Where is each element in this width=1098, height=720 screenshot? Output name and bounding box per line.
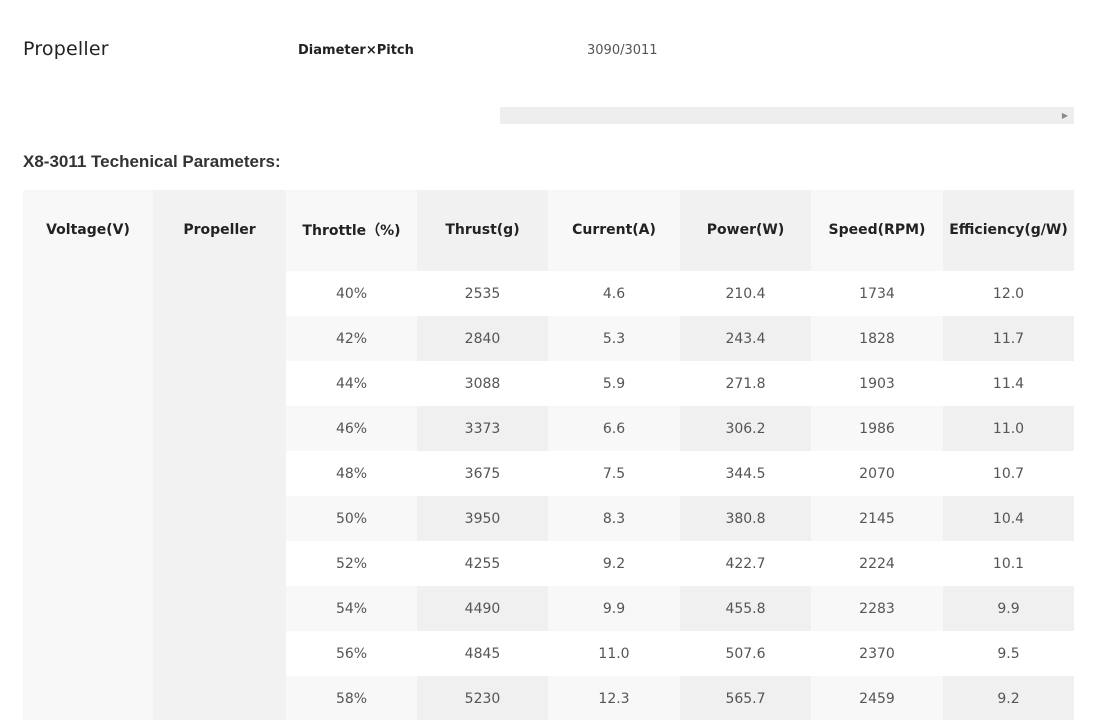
throttle-cell: 44% <box>286 361 417 406</box>
efficiency-cell: 10.4 <box>943 496 1074 541</box>
thrust-cell: 3675 <box>417 451 548 496</box>
thrust-cell: 4255 <box>417 541 548 586</box>
current-cell: 5.9 <box>548 361 680 406</box>
power-cell: 565.7 <box>680 676 811 720</box>
current-cell: 9.9 <box>548 586 680 631</box>
power-cell: 455.8 <box>680 586 811 631</box>
efficiency-cell: 9.9 <box>943 586 1074 631</box>
power-cell: 210.4 <box>680 271 811 316</box>
table-row: 46% 3373 6.6 306.2 1986 11.0 <box>23 406 1074 451</box>
header-power: Power(W) <box>680 190 811 271</box>
throttle-cell: 58% <box>286 676 417 720</box>
power-cell: 271.8 <box>680 361 811 406</box>
current-cell: 8.3 <box>548 496 680 541</box>
throttle-cell: 54% <box>286 586 417 631</box>
power-cell: 306.2 <box>680 406 811 451</box>
throttle-cell: 40% <box>286 271 417 316</box>
efficiency-cell: 9.2 <box>943 676 1074 720</box>
current-cell: 7.5 <box>548 451 680 496</box>
header-voltage: Voltage(V) <box>23 190 153 271</box>
header-throttle: Throttle（%) <box>286 190 417 271</box>
speed-cell: 1903 <box>811 361 943 406</box>
thrust-cell: 5230 <box>417 676 548 720</box>
throttle-cell: 48% <box>286 451 417 496</box>
propeller-spec-row: Propeller Diameter×Pitch 3090/3011 <box>0 30 1098 72</box>
power-cell: 344.5 <box>680 451 811 496</box>
current-cell: 4.6 <box>548 271 680 316</box>
current-cell: 6.6 <box>548 406 680 451</box>
table-row: 58% 5230 12.3 565.7 2459 9.2 <box>23 676 1074 720</box>
table-row: 44% 3088 5.9 271.8 1903 11.4 <box>23 361 1074 406</box>
speed-cell: 2070 <box>811 451 943 496</box>
power-cell: 243.4 <box>680 316 811 361</box>
voltage-cell <box>23 271 153 720</box>
table-row: 56% 4845 11.0 507.6 2370 9.5 <box>23 631 1074 676</box>
current-cell: 5.3 <box>548 316 680 361</box>
power-cell: 422.7 <box>680 541 811 586</box>
current-cell: 11.0 <box>548 631 680 676</box>
thrust-cell: 3088 <box>417 361 548 406</box>
speed-cell: 1828 <box>811 316 943 361</box>
scroll-right-icon[interactable]: ▶ <box>1061 111 1069 120</box>
throttle-cell: 46% <box>286 406 417 451</box>
efficiency-cell: 10.1 <box>943 541 1074 586</box>
propeller-title: Propeller <box>23 38 109 60</box>
thrust-cell: 2840 <box>417 316 548 361</box>
header-current: Current(A) <box>548 190 680 271</box>
efficiency-cell: 9.5 <box>943 631 1074 676</box>
thrust-cell: 2535 <box>417 271 548 316</box>
horizontal-scrollbar[interactable]: ▶ <box>500 107 1074 124</box>
table-row: 42% 2840 5.3 243.4 1828 11.7 <box>23 316 1074 361</box>
table-header-row: Voltage(V) Propeller Throttle（%) Thrust(… <box>23 190 1074 271</box>
diameter-pitch-value: 3090/3011 <box>587 43 658 58</box>
thrust-cell: 3373 <box>417 406 548 451</box>
speed-cell: 2224 <box>811 541 943 586</box>
speed-cell: 2459 <box>811 676 943 720</box>
throttle-cell: 42% <box>286 316 417 361</box>
thrust-cell: 4490 <box>417 586 548 631</box>
header-propeller: Propeller <box>153 190 286 271</box>
speed-cell: 2145 <box>811 496 943 541</box>
section-title: X8-3011 Techenical Parameters: <box>23 152 281 171</box>
efficiency-cell: 11.0 <box>943 406 1074 451</box>
efficiency-cell: 10.7 <box>943 451 1074 496</box>
diameter-pitch-label: Diameter×Pitch <box>298 43 414 58</box>
throttle-cell: 50% <box>286 496 417 541</box>
current-cell: 12.3 <box>548 676 680 720</box>
parameters-table: Voltage(V) Propeller Throttle（%) Thrust(… <box>23 190 1074 720</box>
efficiency-cell: 11.4 <box>943 361 1074 406</box>
table-row: 48% 3675 7.5 344.5 2070 10.7 <box>23 451 1074 496</box>
propeller-cell <box>153 271 286 720</box>
thrust-cell: 4845 <box>417 631 548 676</box>
efficiency-cell: 11.7 <box>943 316 1074 361</box>
header-thrust: Thrust(g) <box>417 190 548 271</box>
table-row: 50% 3950 8.3 380.8 2145 10.4 <box>23 496 1074 541</box>
speed-cell: 2283 <box>811 586 943 631</box>
table-row: 40% 2535 4.6 210.4 1734 12.0 <box>23 271 1074 720</box>
table-row: 52% 4255 9.2 422.7 2224 10.1 <box>23 541 1074 586</box>
thrust-cell: 3950 <box>417 496 548 541</box>
speed-cell: 1734 <box>811 271 943 316</box>
power-cell: 380.8 <box>680 496 811 541</box>
table-row: 54% 4490 9.9 455.8 2283 9.9 <box>23 586 1074 631</box>
current-cell: 9.2 <box>548 541 680 586</box>
throttle-cell: 56% <box>286 631 417 676</box>
speed-cell: 2370 <box>811 631 943 676</box>
throttle-cell: 52% <box>286 541 417 586</box>
power-cell: 507.6 <box>680 631 811 676</box>
efficiency-cell: 12.0 <box>943 271 1074 316</box>
header-efficiency: Efficiency(g/W) <box>943 190 1074 271</box>
speed-cell: 1986 <box>811 406 943 451</box>
header-speed: Speed(RPM) <box>811 190 943 271</box>
